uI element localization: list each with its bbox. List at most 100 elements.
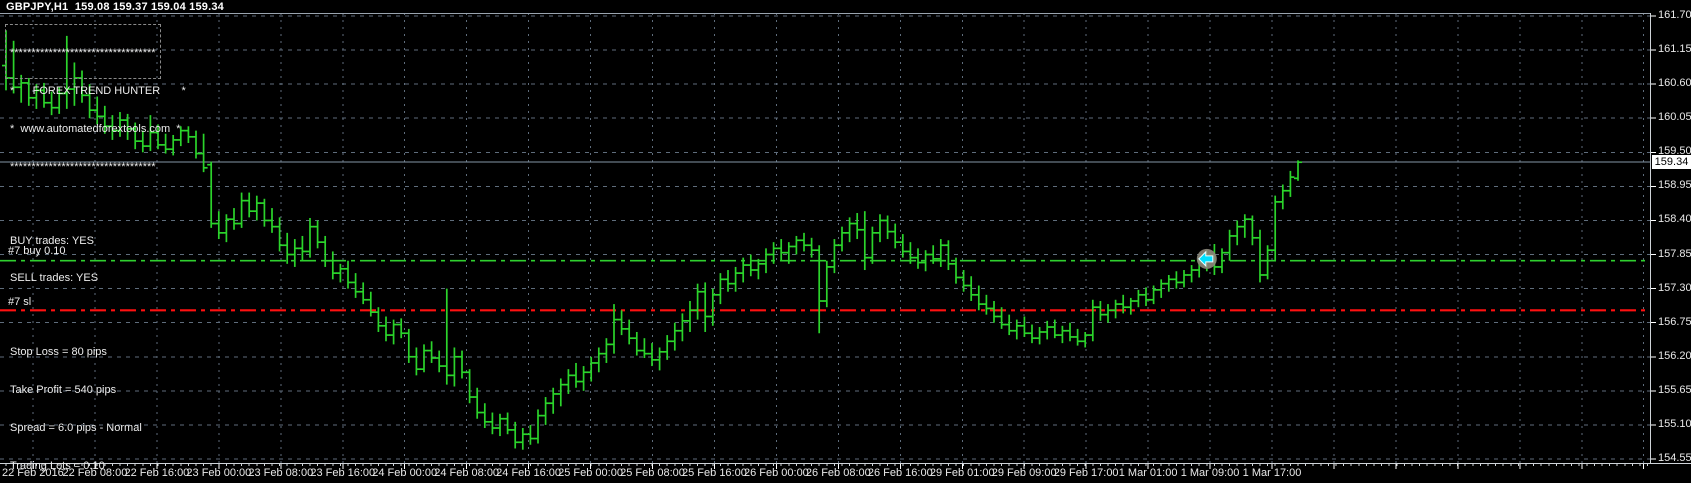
ohlc-bar [534,409,542,444]
ohlc-bar [458,350,466,379]
ohlc-bar [252,195,261,221]
ohlc-bar [275,217,284,252]
ohlc-bar [70,62,79,106]
ohlc-bar [268,208,276,233]
ohlc-bar [754,258,763,280]
chart-right-border [1650,13,1651,463]
ohlc-bar [876,214,884,243]
price-tick-label: 159.50 [1658,145,1691,158]
ea-take-profit: Take Profit = 540 pips [10,384,117,397]
time-tick-label: 1 Mar 01:00 [1118,467,1178,479]
ohlc-bar [389,319,398,345]
ohlc-bar [906,242,915,264]
ohlc-bar [230,208,238,230]
ohlc-bar [374,307,383,332]
ohlc-bar [959,270,968,292]
ohlc-bar [351,273,360,298]
time-tick-label: 1 Mar 09:00 [1180,467,1240,479]
price-tick-label: 155.65 [1658,383,1691,396]
ohlc-bar [1104,304,1112,323]
ohlc-bar [336,263,345,283]
ohlc-bar [1164,274,1173,292]
ohlc-bar [853,213,862,240]
ohlc-bar [496,413,504,437]
ohlc-bar [382,316,390,342]
ohlc-bar [146,115,155,152]
ohlc-bar [222,214,231,243]
ohlc-bar [412,347,421,376]
ohlc-bar [762,248,770,274]
ohlc-bar [1142,287,1150,306]
ohlc-bar [1271,195,1280,261]
ohlc-bar [17,74,26,103]
ohlc-bar [693,283,702,320]
ohlc-bar [929,245,938,264]
price-tick-label: 156.75 [1658,315,1691,328]
ohlc-bar [602,338,611,363]
ohlc-bar [1157,279,1166,298]
ohlc-bar [1180,270,1188,288]
ohlc-bar [465,369,474,404]
ohlc-bar [549,387,558,414]
ohlc-bar [290,239,299,267]
ohlc-bar [1263,245,1272,280]
buy-order-line-label[interactable]: #7 buy 0.10 [8,245,66,257]
ohlc-bar [237,192,246,228]
time-tick-label: 24 Feb 00:00 [372,467,438,479]
ohlc-bar [625,319,634,345]
ohlc-bar [632,331,641,356]
time-tick-label: 23 Feb 16:00 [310,467,376,479]
ohlc-bar [480,403,489,429]
chart-top-border [0,13,1650,14]
ohlc-bar [176,126,185,147]
ohlc-bar [670,322,679,351]
ohlc-bar [739,257,748,283]
time-tick-label: 26 Feb 08:00 [805,467,871,479]
ea-header-selection-box[interactable] [5,24,161,79]
ea-spread: Spread = 6.0 pips - Normal [10,421,142,434]
time-tick-label: 23 Feb 08:00 [248,467,314,479]
ea-header-url: * www.automatedforextools.com * [10,122,181,135]
ohlc-bar [974,285,983,311]
ohlc-bar [1278,184,1287,210]
ohlc-bar [648,343,656,367]
ohlc-bar [207,161,216,228]
ohlc-bar [997,307,1006,329]
ohlc-bar [655,347,664,371]
ohlc-bar [450,347,459,387]
price-tick-label: 154.55 [1658,452,1691,464]
ohlc-bar [1028,324,1036,344]
ohlc-bar [1119,294,1128,314]
ohlc-bar [1111,299,1120,319]
ohlc-bar [169,134,178,156]
ea-header-name: * FOREX TREND HUNTER * [10,84,186,97]
ohlc-bar [678,313,687,342]
ohlc-bar [594,347,603,373]
time-tick-label: 22 Feb 16:00 [124,467,190,479]
ohlc-bar [807,237,816,258]
ohlc-bar [245,192,254,218]
ohlc-bar [1248,215,1257,246]
ohlc-bar [123,113,132,140]
ohlc-bar [746,254,755,277]
ohlc-bar [116,112,124,137]
ohlc-bar [1066,322,1074,342]
ohlc-bar [100,105,109,134]
ohlc-bar [967,276,976,302]
ohlc-bar [78,70,86,103]
ohlc-bar [1286,170,1295,197]
ohlc-bar [822,260,831,308]
time-tick-label: 1 Mar 17:00 [1242,467,1302,479]
ohlc-bar [526,424,535,445]
time-tick-label: 29 Feb 01:00 [929,467,995,479]
ohlc-bar [473,387,482,419]
stop-loss-line-label[interactable]: #7 sl [8,296,32,308]
ohlc-bar [420,344,428,373]
ohlc-bar [184,126,193,144]
ohlc-bar [138,130,147,153]
time-tick-label: 25 Feb 16:00 [682,467,747,479]
ohlc-bar [85,84,94,119]
ohlc-bar [1149,285,1158,305]
